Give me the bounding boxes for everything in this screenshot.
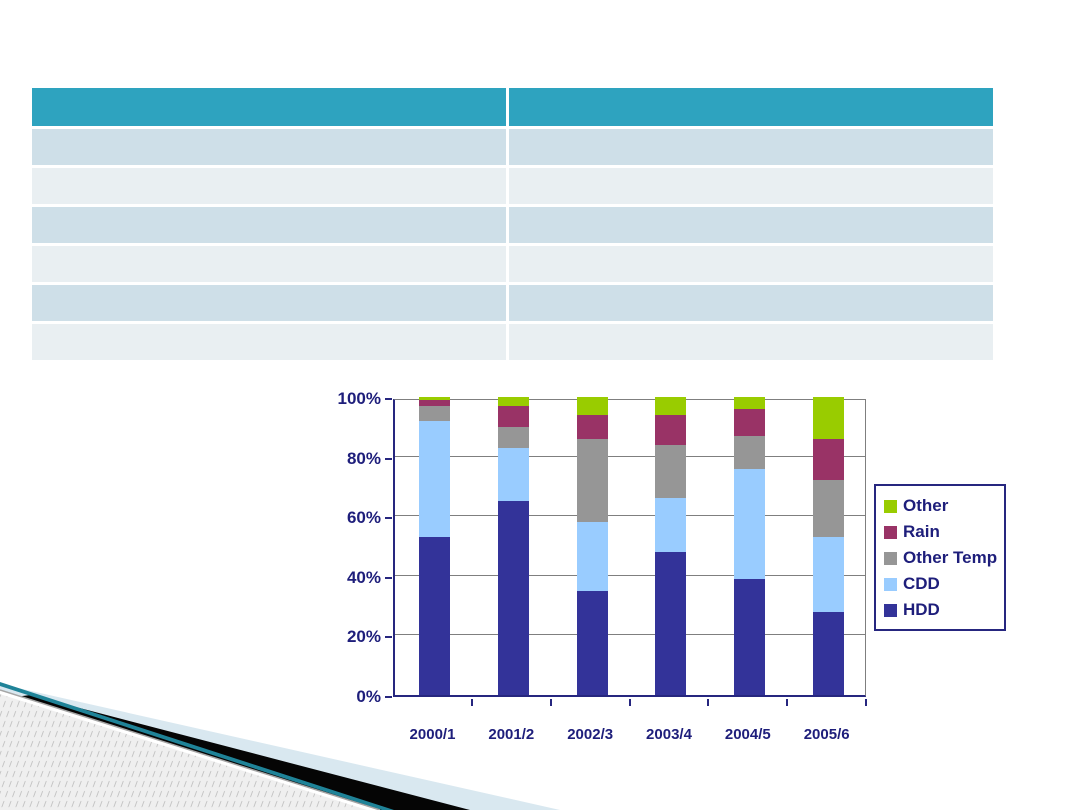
y-tick-mark	[385, 398, 392, 400]
table-cell	[32, 168, 506, 204]
legend-label: CDD	[903, 574, 940, 593]
bar-segment-rain	[418, 400, 450, 406]
bar-segment-cdd	[813, 537, 845, 612]
stacked-bar-2004-5	[734, 397, 766, 695]
table-cell	[32, 207, 506, 243]
table-cell	[509, 246, 993, 282]
table-cell	[509, 168, 993, 204]
legend-swatch-icon	[884, 551, 897, 565]
bar-segment-other-temp	[418, 405, 450, 421]
table-header-cell	[32, 88, 506, 126]
stacked-bar-2003-4	[655, 397, 687, 695]
x-tick-mark	[707, 699, 710, 706]
gridline	[395, 455, 865, 457]
bar-segment-rain	[734, 408, 766, 436]
legend-swatch-icon	[884, 499, 897, 513]
y-tick-mark	[385, 517, 392, 520]
stacked-bar-2005-6	[813, 397, 845, 695]
x-tick-mark	[865, 699, 867, 706]
legend-label: HDD	[903, 600, 940, 619]
y-tick-label: 40%	[346, 567, 381, 587]
bar-segment-cdd	[734, 468, 766, 579]
legend-swatch-icon	[884, 577, 897, 591]
y-tick-mark	[385, 576, 392, 579]
legend-item-other: Other	[884, 493, 998, 519]
table-cell	[32, 129, 506, 165]
bar-segment-other	[813, 397, 845, 439]
bar-segment-rain	[497, 405, 529, 427]
table-cell	[32, 324, 506, 360]
corner-decoration	[0, 682, 560, 810]
y-tick-label: 100%	[337, 389, 381, 408]
y-tick-mark	[385, 457, 392, 460]
bar-segment-cdd	[655, 498, 687, 552]
y-tick-mark	[385, 636, 392, 639]
bar-segment-cdd	[576, 522, 608, 591]
y-tick-label: 20%	[346, 627, 381, 647]
x-category-label: 2003/4	[646, 726, 692, 743]
gridline	[395, 634, 865, 636]
legend-swatch-icon	[884, 525, 897, 539]
legend-item-cdd: CDD	[884, 571, 998, 597]
legend-label: Other Temp	[903, 548, 998, 567]
bar-segment-rain	[655, 414, 687, 445]
wedge-teal-line	[0, 682, 394, 810]
table-cell	[509, 207, 993, 243]
chart-legend: Other Rain Other Temp CDD HDD	[874, 484, 1006, 631]
bar-segment-hdd	[655, 551, 687, 695]
x-category-label: 2004/5	[724, 726, 771, 743]
wedge-gray-edge-line	[0, 689, 381, 810]
bar-segment-other	[418, 397, 450, 400]
bar-segment-other	[576, 397, 608, 415]
gridline	[395, 515, 865, 517]
bar-segment-other-temp	[813, 480, 845, 538]
bar-segment-rain	[576, 414, 608, 439]
bar-segment-other	[734, 397, 766, 409]
table-header-cell	[509, 88, 993, 126]
bar-segment-hdd	[813, 611, 845, 695]
legend-item-rain: Rain	[884, 519, 998, 545]
bar-segment-other-temp	[734, 435, 766, 469]
table-cell	[509, 324, 993, 360]
table-cell	[509, 285, 993, 321]
legend-label: Other	[903, 496, 949, 515]
y-tick-label: 60%	[346, 508, 381, 528]
bar-segment-cdd	[418, 420, 450, 538]
bar-segment-hdd	[734, 578, 766, 695]
table-cell	[32, 285, 506, 321]
bar-segment-cdd	[497, 447, 529, 502]
legend-swatch-icon	[884, 603, 897, 617]
table-cell	[509, 129, 993, 165]
gridline	[395, 574, 865, 576]
x-category-label: 2005/6	[803, 726, 850, 743]
legend-item-other-temp: Other Temp	[884, 545, 998, 571]
wedge-white-gap-line	[0, 690, 381, 810]
bar-segment-rain	[813, 438, 845, 481]
bar-segment-other-temp	[655, 444, 687, 499]
bar-segment-other-temp	[497, 426, 529, 448]
legend-item-hdd: HDD	[884, 597, 998, 623]
bar-segment-other-temp	[576, 438, 608, 523]
legend-label: Rain	[903, 522, 940, 541]
x-tick-mark	[786, 699, 789, 706]
table-cell	[32, 246, 506, 282]
bar-segment-other	[497, 397, 529, 406]
bar-segment-other	[655, 397, 687, 415]
y-tick-label: 80%	[346, 448, 381, 468]
data-table	[32, 88, 993, 360]
